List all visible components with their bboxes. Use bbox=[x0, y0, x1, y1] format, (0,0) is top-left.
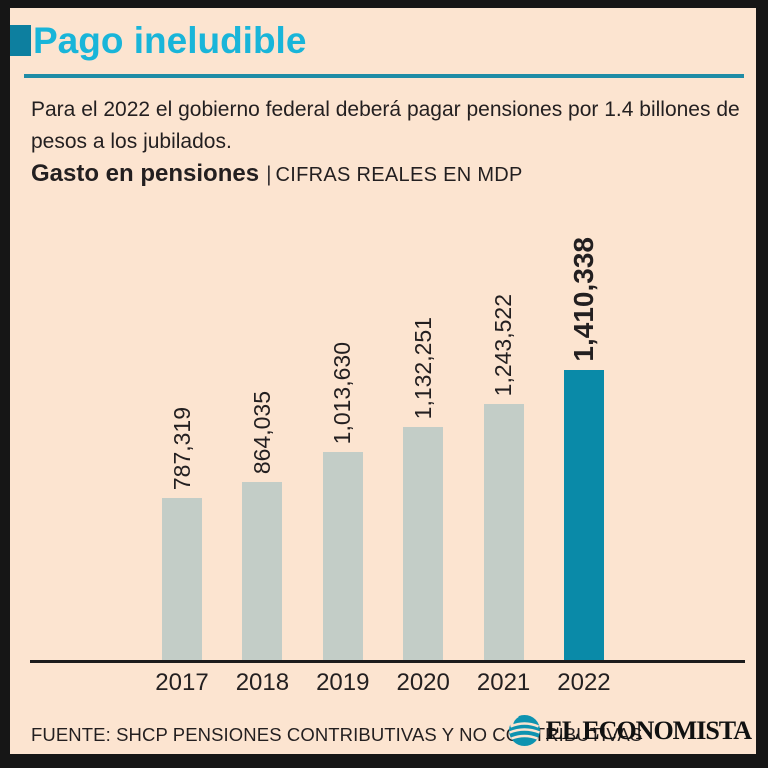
bar-value-label-2018: 864,035 bbox=[248, 390, 275, 474]
x-tick-label-2020: 2020 bbox=[396, 669, 450, 696]
title-underline bbox=[24, 74, 744, 78]
x-axis-line bbox=[30, 660, 745, 663]
bar-value-label-2021: 1,243,522 bbox=[490, 293, 517, 396]
el-economista-wordmark: EL ECONOMISTA bbox=[545, 715, 752, 745]
el-economista-logo: EL ECONOMISTA bbox=[508, 714, 752, 747]
title-marker bbox=[10, 25, 31, 56]
bar-2017 bbox=[162, 498, 202, 660]
page-title: Pago ineludible bbox=[33, 20, 307, 61]
x-tick-label-2022: 2022 bbox=[557, 669, 611, 696]
x-tick-label-2021: 2021 bbox=[476, 669, 531, 696]
x-tick-label-2019: 2019 bbox=[316, 669, 370, 696]
bar-2021 bbox=[483, 404, 524, 660]
chart-title: Gasto en pensiones bbox=[31, 160, 260, 187]
bar-value-label-2022: 1,410,338 bbox=[567, 237, 599, 362]
bar-group-2017: 787,319 2017 bbox=[155, 8, 208, 696]
source-text: FUENTE: SHCP PENSIONES CONTRIBUTIVAS Y N… bbox=[31, 724, 643, 745]
bar-group-2019: 1,013,630 2019 bbox=[316, 8, 369, 696]
bar-2019 bbox=[322, 452, 363, 660]
infographic-card: Pago ineludible Para el 2022 el gobierno… bbox=[10, 8, 756, 754]
bar-2020 bbox=[403, 427, 444, 660]
intro-line-1: Para el 2022 el gobierno federal deberá … bbox=[31, 98, 740, 121]
chart-title-separator: | bbox=[266, 163, 272, 186]
intro-text: Para el 2022 el gobierno federal deberá … bbox=[31, 94, 743, 157]
x-tick-label-2018: 2018 bbox=[235, 669, 290, 696]
bar-group-2020: 1,132,251 2020 bbox=[396, 8, 449, 696]
bar-group-2021: 1,243,522 2021 bbox=[477, 8, 530, 696]
el-economista-globe-icon bbox=[508, 714, 540, 746]
intro-line-2: pesos a los jubilados. bbox=[31, 129, 232, 153]
bar-value-label-2020: 1,132,251 bbox=[409, 316, 436, 419]
bar-2022 bbox=[563, 370, 604, 660]
chart-subtitle: CIFRAS REALES EN MDP bbox=[275, 164, 523, 186]
bar-group-2022: 1,410,338 2022 bbox=[557, 8, 610, 696]
bar-2018 bbox=[242, 482, 283, 660]
chart-header: Gasto en pensiones | CIFRAS REALES EN MDP bbox=[31, 160, 523, 188]
x-tick-label-2017: 2017 bbox=[155, 669, 209, 696]
bar-chart: 787,319 2017 864,035 2018 1,013,630 2019 1,132… bbox=[155, 8, 610, 696]
bar-value-label-2017: 787,319 bbox=[168, 406, 195, 490]
bar-value-label-2019: 1,013,630 bbox=[329, 341, 356, 444]
bar-group-2018: 864,035 2018 bbox=[236, 8, 289, 696]
